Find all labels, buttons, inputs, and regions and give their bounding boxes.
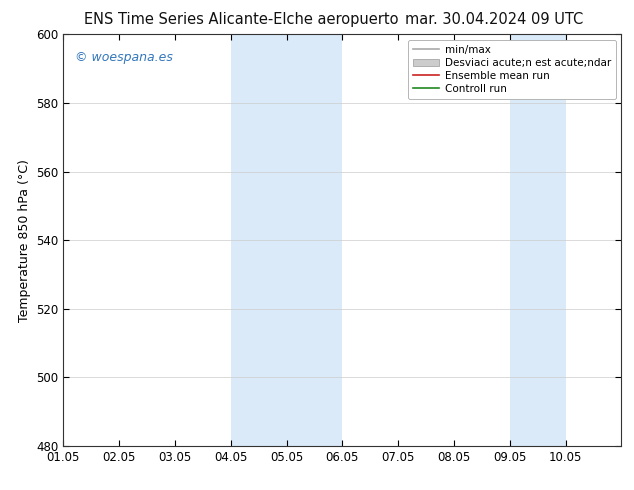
Y-axis label: Temperature 850 hPa (°C): Temperature 850 hPa (°C) xyxy=(18,159,30,321)
Text: ENS Time Series Alicante-Elche aeropuerto: ENS Time Series Alicante-Elche aeropuert… xyxy=(84,12,398,27)
Text: mar. 30.04.2024 09 UTC: mar. 30.04.2024 09 UTC xyxy=(405,12,584,27)
Bar xyxy=(231,34,342,446)
Bar xyxy=(510,34,566,446)
Text: © woespana.es: © woespana.es xyxy=(75,51,172,64)
Legend: min/max, Desviaci acute;n est acute;ndar, Ensemble mean run, Controll run: min/max, Desviaci acute;n est acute;ndar… xyxy=(408,40,616,99)
